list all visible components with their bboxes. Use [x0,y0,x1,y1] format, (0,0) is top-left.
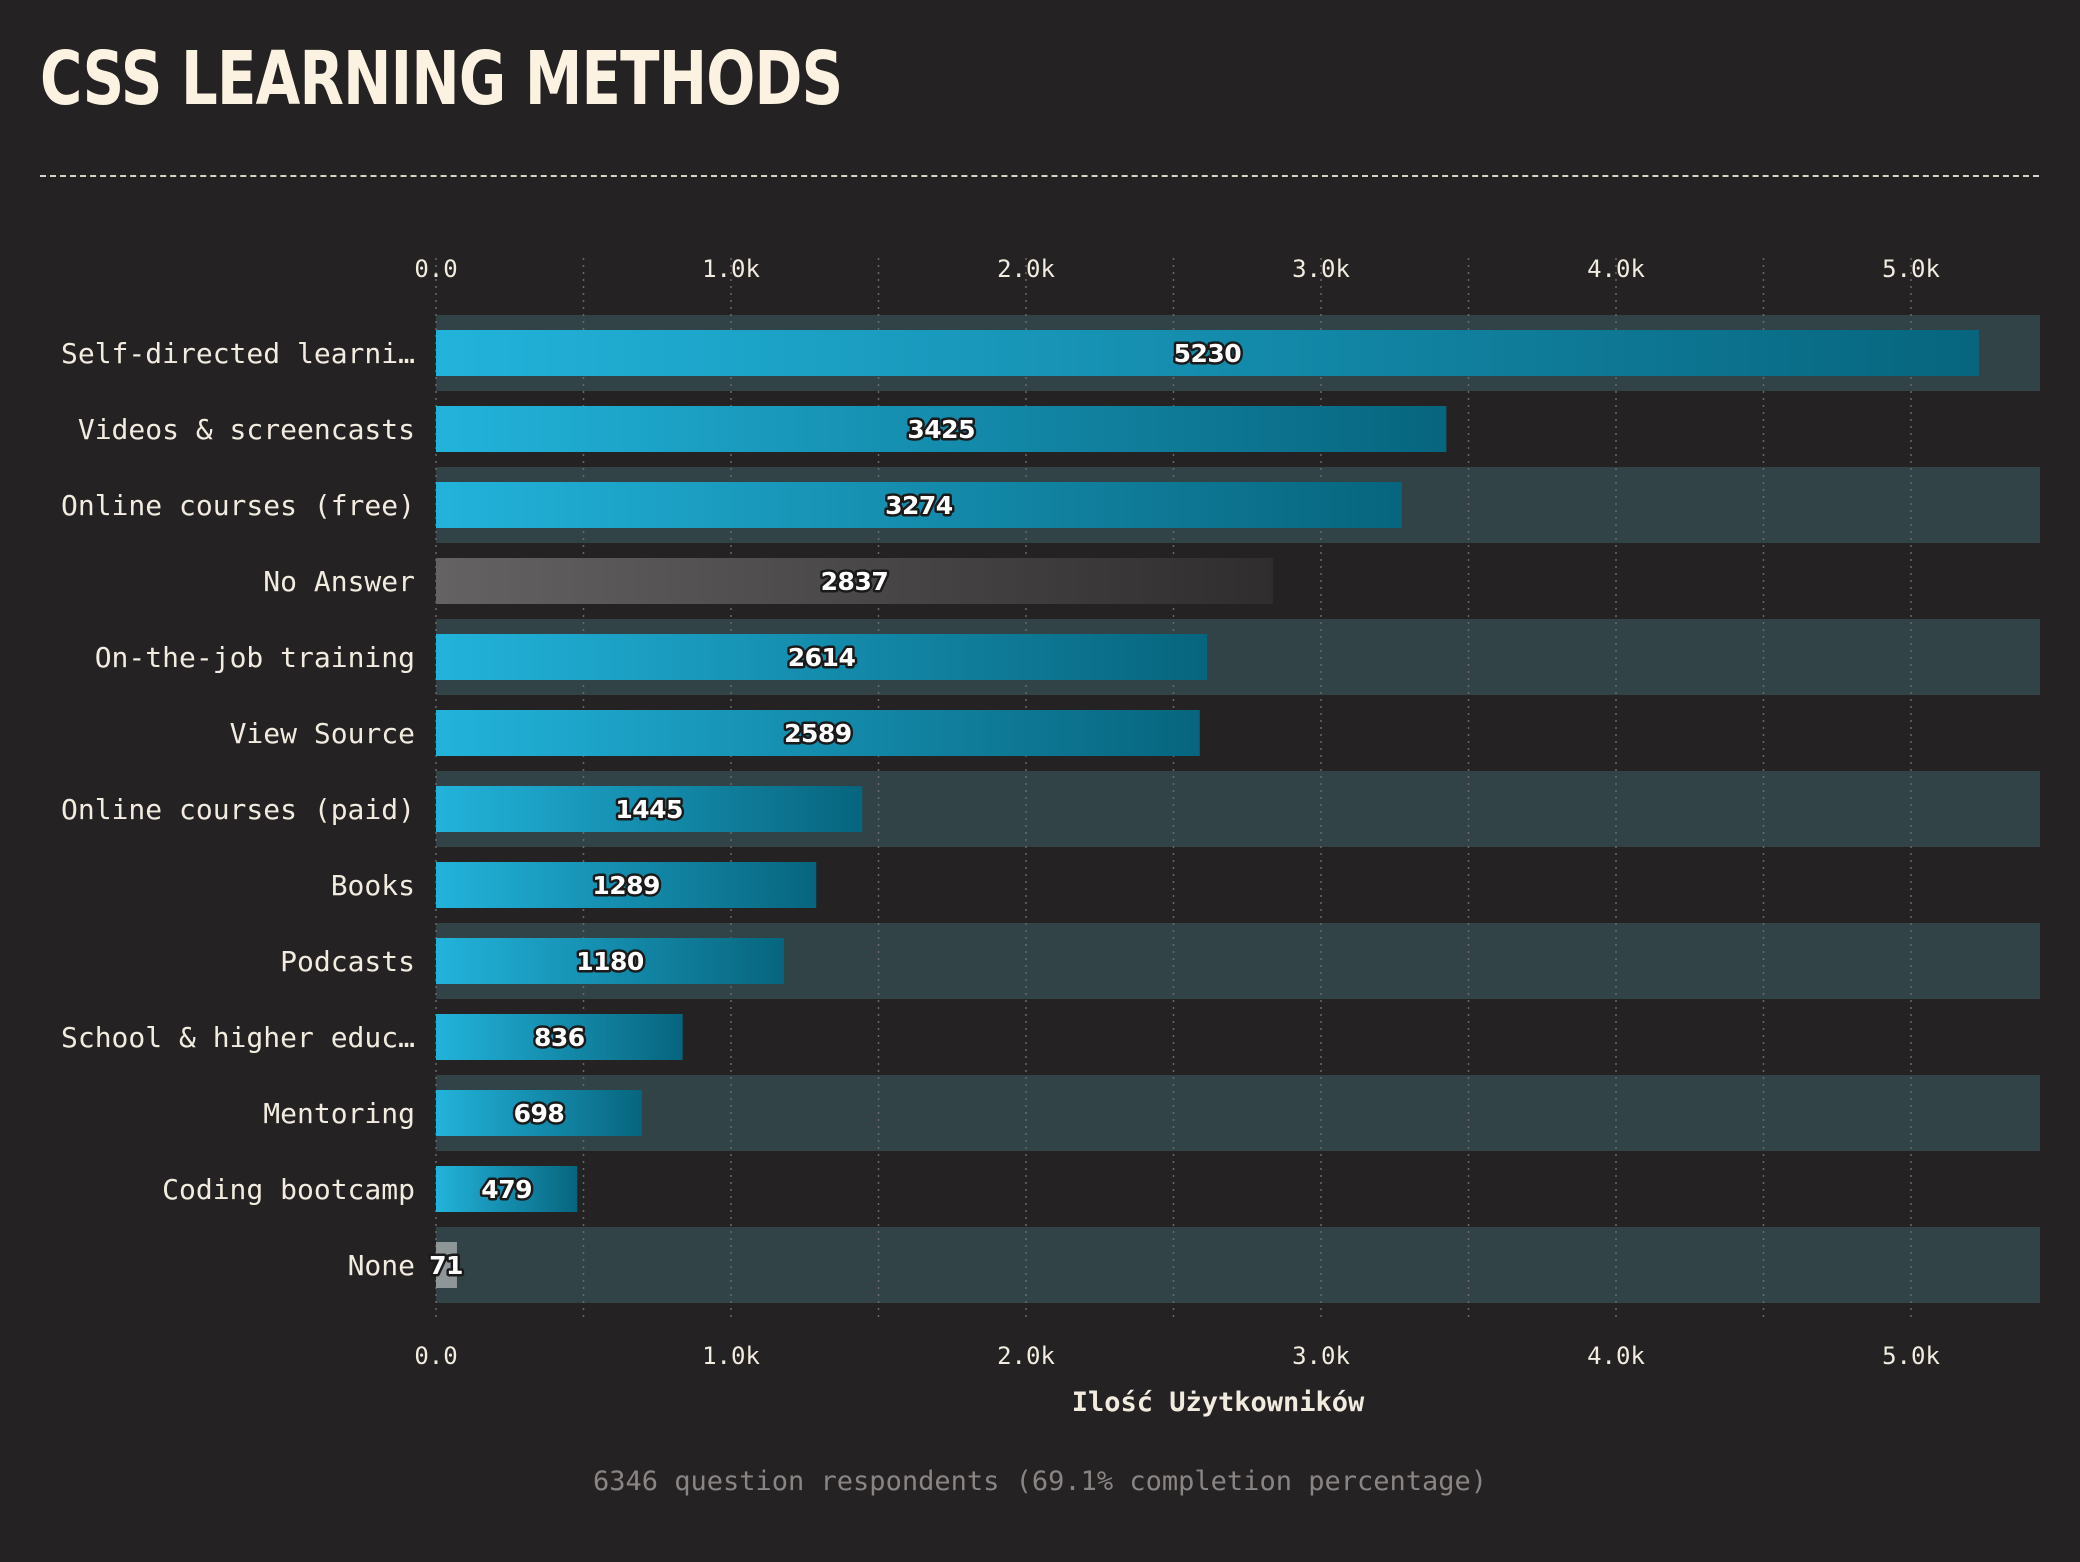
bar [436,330,1979,376]
bar-chart: Self-directed learni… Videos & screencast… [61,255,2040,1418]
x-tick-label-bottom: 3.0k [1292,1342,1350,1370]
x-tick-label-top: 0.0 [414,255,457,283]
x-tick-label-top: 4.0k [1587,255,1645,283]
category-label: Mentoring [263,1097,415,1130]
bar [436,1242,457,1288]
category-labels: Self-directed learni… Videos & screencast… [61,337,415,1282]
value-label: 1289 [592,871,660,900]
bar [436,634,1208,680]
value-label: 1445 [615,795,683,824]
category-label: No Answer [263,565,415,598]
bar [436,1014,683,1060]
category-label: Podcasts [280,945,415,978]
bars [436,330,1979,1288]
value-label: 479 [481,1175,532,1204]
bar [436,938,785,984]
axis-ticks: 0.0 0.0 1.0k 1.0k 2.0k 2.0k 3.0k 3.0k 4.0k 4.0k 5.… [414,255,1940,1370]
category-label: Videos & screencasts [78,413,415,446]
category-label: School & higher educ… [61,1021,415,1054]
category-label: On-the-job training [95,641,415,674]
x-tick-label-bottom: 2.0k [997,1342,1055,1370]
value-label: 2614 [788,643,856,672]
x-tick-label-bottom: 0.0 [414,1342,457,1370]
value-label: 71 [429,1251,463,1280]
x-axis-title: Ilość Użytkowników [1072,1387,1365,1418]
category-label: Online courses (paid) [61,793,415,826]
bar [436,482,1402,528]
x-tick-label-bottom: 5.0k [1882,1342,1940,1370]
x-tick-label-top: 2.0k [997,255,1055,283]
value-label: 1180 [576,947,644,976]
bar [436,786,863,832]
bar [436,1166,578,1212]
respondents-note: 6346 question respondents (69.1% complet… [592,1466,1488,1497]
row-bands [436,315,2040,1303]
x-tick-label-bottom: 4.0k [1587,1342,1645,1370]
x-tick-label-bottom: 1.0k [702,1342,760,1370]
value-label: 2837 [821,567,889,596]
bar [436,558,1273,604]
value-label: 698 [514,1099,565,1128]
value-label: 5230 [1174,339,1242,368]
category-label: None [348,1249,415,1282]
row-band [436,1075,2040,1151]
category-label: Books [331,869,415,902]
category-label: Self-directed learni… [61,337,415,370]
value-label: 3274 [885,491,953,520]
value-label: 3425 [907,415,975,444]
bar [436,710,1200,756]
x-tick-label-top: 3.0k [1292,255,1350,283]
page-title: CSS LEARNING METHODS [40,36,843,122]
value-labels: 5230 3425 3274 2837 2614 2589 1445 1289 1180 836 6… [427,337,1245,1283]
value-label: 836 [534,1023,585,1052]
bar [436,1090,642,1136]
x-tick-label-top: 1.0k [702,255,760,283]
category-label: Coding bootcamp [162,1173,415,1206]
bar [436,406,1447,452]
bar [436,862,817,908]
category-label: Online courses (free) [61,489,415,522]
row-band [436,1227,2040,1303]
category-label: View Source [230,717,415,750]
value-label: 2589 [784,719,852,748]
title-divider [40,175,2039,177]
x-tick-label-top: 5.0k [1882,255,1940,283]
